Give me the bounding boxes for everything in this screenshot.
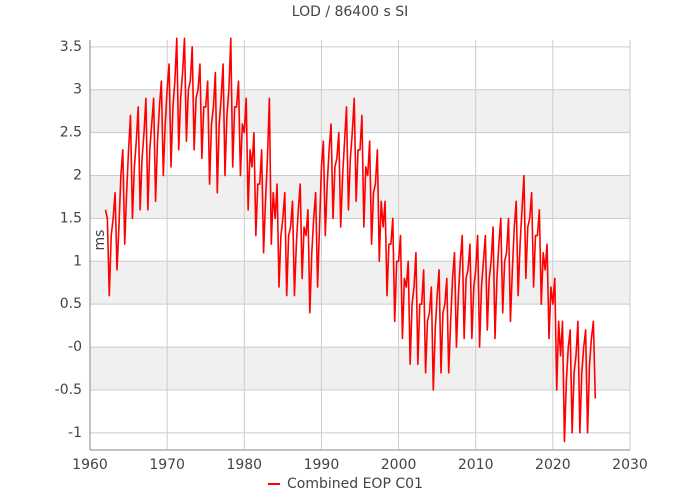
y-axis-label: ms	[92, 230, 108, 251]
y-tick-label: 1.5	[60, 210, 82, 226]
x-tick-label: 2000	[381, 457, 417, 473]
x-tick-label: 2020	[535, 457, 571, 473]
x-tick-label: 1990	[304, 457, 340, 473]
y-tick-label: -1	[68, 425, 82, 441]
x-tick-label: 2030	[612, 457, 648, 473]
x-tick-label: 1980	[226, 457, 262, 473]
y-tick-label: 2.5	[60, 125, 82, 141]
y-tick-label: 2	[73, 168, 82, 184]
y-tick-label: 3.5	[60, 39, 82, 55]
grid-band	[90, 347, 630, 390]
y-tick-label: 1	[73, 253, 82, 269]
data-line	[104, 37, 597, 443]
y-tick-label: -0	[68, 339, 82, 355]
legend-label: Combined EOP C01	[287, 476, 423, 492]
grid-band	[90, 175, 630, 219]
chart-title: LOD / 86400 s SI	[292, 4, 408, 20]
x-tick-label: 2010	[458, 457, 494, 473]
y-tick-label: 0.5	[60, 296, 82, 312]
x-tick-label: 1970	[149, 457, 185, 473]
y-tick-label: 3	[73, 82, 82, 98]
y-tick-label: -0.5	[55, 382, 82, 398]
x-tick-label: 1960	[72, 457, 108, 473]
grid-band	[90, 261, 630, 305]
